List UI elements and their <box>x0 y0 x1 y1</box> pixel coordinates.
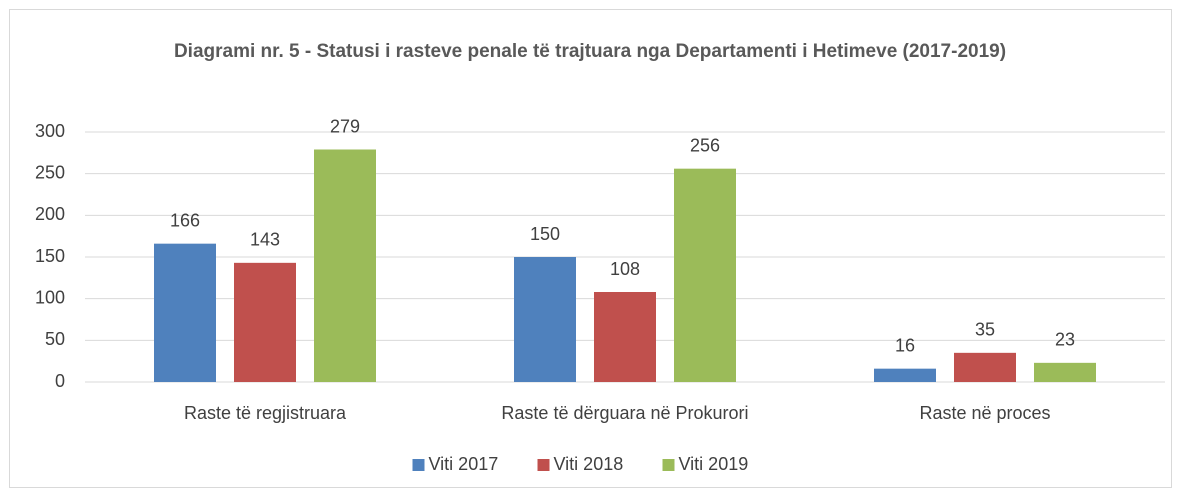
data-label: 143 <box>250 230 280 250</box>
bar <box>514 257 576 382</box>
bar <box>234 262 296 382</box>
legend-swatch <box>537 459 550 471</box>
data-label: 35 <box>975 320 995 340</box>
bar <box>954 352 1016 382</box>
y-tick-label: 0 <box>55 371 65 391</box>
y-tick-label: 150 <box>35 246 65 266</box>
legend-label: Viti 2019 <box>679 454 749 474</box>
bar <box>874 368 936 382</box>
legend-swatch <box>412 459 425 471</box>
bar <box>154 243 216 382</box>
data-label: 256 <box>690 135 720 155</box>
data-label: 23 <box>1055 330 1075 350</box>
x-tick-label: Raste në proces <box>919 403 1050 423</box>
bar <box>1034 362 1096 382</box>
data-label: 108 <box>610 259 640 279</box>
data-label: 166 <box>170 210 200 230</box>
data-label: 16 <box>895 335 915 355</box>
bar <box>594 292 656 382</box>
y-tick-label: 100 <box>35 287 65 307</box>
y-tick-label: 200 <box>35 204 65 224</box>
bar <box>314 149 376 382</box>
data-label: 279 <box>330 116 360 136</box>
chart-title: Diagrami nr. 5 - Statusi i rasteve penal… <box>173 41 1007 62</box>
legend-label: Viti 2018 <box>554 454 624 474</box>
x-tick-label: Raste të dërguara në Prokurori <box>501 403 748 423</box>
legend-label: Viti 2017 <box>429 454 499 474</box>
x-tick-label: Raste të regjistruara <box>184 403 347 423</box>
data-label: 150 <box>530 224 560 244</box>
bar <box>674 168 736 382</box>
y-tick-label: 50 <box>45 329 65 349</box>
legend-swatch <box>662 459 675 471</box>
y-tick-label: 250 <box>35 162 65 182</box>
y-tick-label: 300 <box>35 121 65 141</box>
